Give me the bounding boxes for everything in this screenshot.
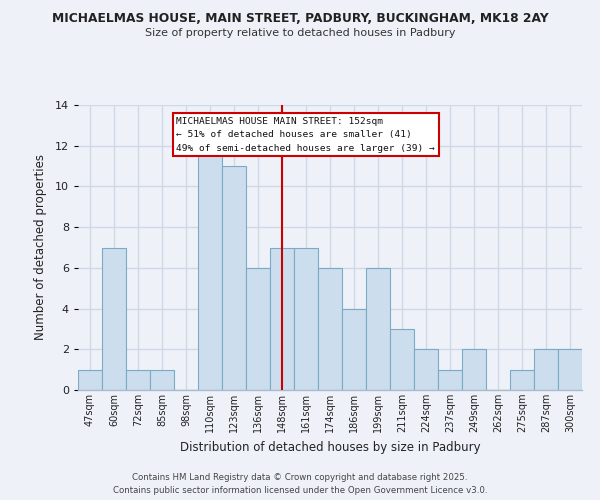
Bar [294,248,318,390]
Bar [510,370,534,390]
X-axis label: Distribution of detached houses by size in Padbury: Distribution of detached houses by size … [179,440,481,454]
Bar [270,248,294,390]
Bar [390,329,414,390]
Bar [246,268,270,390]
Bar [198,146,222,390]
Bar [366,268,390,390]
Bar [414,350,438,390]
Y-axis label: Number of detached properties: Number of detached properties [34,154,47,340]
Bar [558,350,582,390]
Bar [462,350,486,390]
Text: Size of property relative to detached houses in Padbury: Size of property relative to detached ho… [145,28,455,38]
Bar [78,370,102,390]
Bar [126,370,150,390]
Text: Contains public sector information licensed under the Open Government Licence v3: Contains public sector information licen… [113,486,487,495]
Text: Contains HM Land Registry data © Crown copyright and database right 2025.: Contains HM Land Registry data © Crown c… [132,472,468,482]
Bar [342,308,366,390]
Text: MICHAELMAS HOUSE MAIN STREET: 152sqm
← 51% of detached houses are smaller (41)
4: MICHAELMAS HOUSE MAIN STREET: 152sqm ← 5… [176,117,435,152]
Bar [102,248,126,390]
Text: MICHAELMAS HOUSE, MAIN STREET, PADBURY, BUCKINGHAM, MK18 2AY: MICHAELMAS HOUSE, MAIN STREET, PADBURY, … [52,12,548,26]
Bar [534,350,558,390]
Bar [222,166,246,390]
Bar [318,268,342,390]
Bar [438,370,462,390]
Bar [150,370,174,390]
